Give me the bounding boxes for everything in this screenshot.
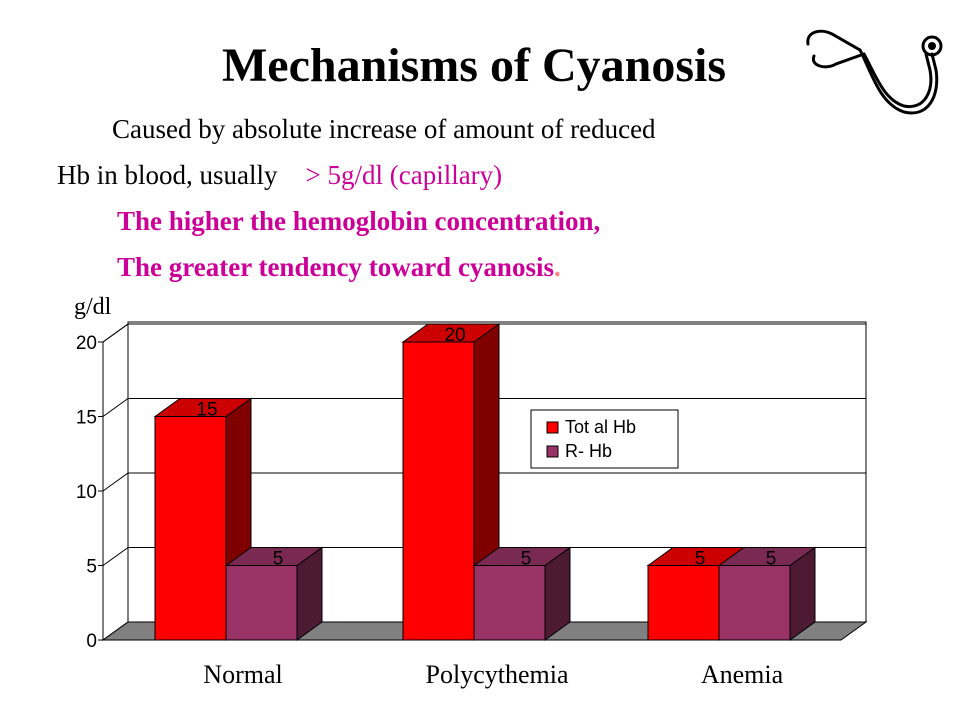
bar-anemia-total-hb [647,565,720,641]
category-label-normal: Normal [203,660,283,689]
mechanism-text-line-2-start: Hb in blood, usually [57,160,278,190]
bar-polycythemia-r-hb-top [472,547,572,566]
y-tick-label-20: 20 [76,333,97,354]
bar-anemia-r-hb-top [717,547,817,566]
bar-normal-total-hb-top [153,398,253,417]
category-label-anemia: Anemia [700,660,784,689]
bar-polycythemia-r-hb [473,565,546,641]
gridline-side-20 [102,323,129,343]
bar-normal-total-hb-label: 15 [196,400,217,421]
bar-normal-total-hb [154,416,227,641]
bar-anemia-r-hb [718,565,791,641]
y-tick-label-10: 10 [76,482,97,503]
legend-swatch-r-hb [546,445,559,458]
legend-label-total-hb: Tot al Hb [565,417,636,437]
slide-title: Mechanisms of Cyanosis [221,39,727,92]
bar-normal-r-hb-top [224,547,324,566]
gridline-side-10 [102,472,129,492]
bar-anemia-total-hb-label: 5 [695,549,706,570]
y-tick-label-15: 15 [76,408,97,429]
mechanism-text-line-2: Hb in blood, usually > 5g/dl (capillary) [57,160,502,191]
mechanism-text-line-1: Caused by absolute increase of amount of… [112,114,656,144]
bar-polycythemia-total-hb [402,341,475,641]
emphasis-line-2-text: The greater tendency toward cyanosis [117,252,554,282]
bar-normal-r-hb [225,565,298,641]
bar-normal-r-hb-label: 5 [273,549,284,570]
threshold-highlight: > 5g/dl (capillary) [305,160,503,190]
emphasis-line-2: The greater tendency toward cyanosis. [117,252,561,283]
emphasis-line-2-period: . [553,252,561,282]
y-tick-label-0: 0 [86,631,97,652]
gridline-side-15 [102,398,129,417]
y-unit-label: g/dl [74,294,112,320]
category-label-polycythemia: Polycythemia [425,660,569,689]
y-tick-label-5: 5 [86,557,97,578]
bar-anemia-r-hb-label: 5 [766,549,777,570]
stethoscope-icon [806,29,943,115]
gridline-side-5 [102,547,129,566]
legend-swatch-total-hb [546,421,559,434]
bar-polycythemia-total-hb-label: 20 [444,325,465,346]
bar-polycythemia-r-hb-label: 5 [521,549,532,570]
chart-legend [530,409,679,469]
bar-polycythemia-total-hb-top [401,323,501,343]
legend-label-r-hb: R- Hb [565,441,612,461]
emphasis-line-1: The higher the hemoglobin concentration, [117,206,601,236]
